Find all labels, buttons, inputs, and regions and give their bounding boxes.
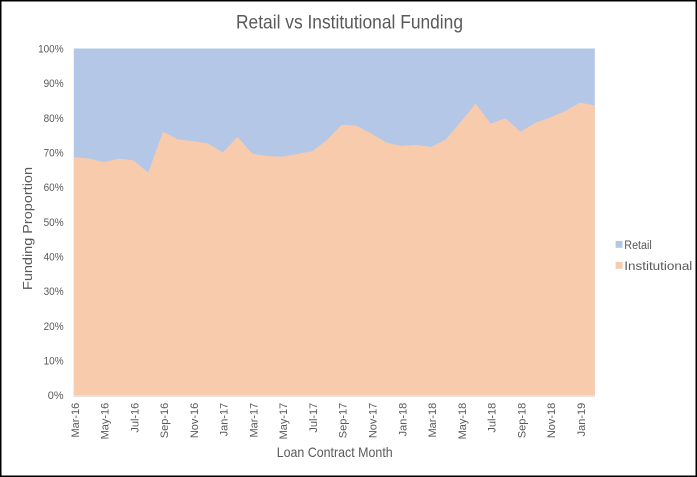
svg-text:70%: 70% bbox=[44, 147, 64, 159]
svg-text:Retail: Retail bbox=[624, 240, 652, 252]
svg-text:May-16: May-16 bbox=[100, 403, 112, 440]
svg-text:Mar-17: Mar-17 bbox=[248, 403, 260, 438]
svg-text:Funding Proportion: Funding Proportion bbox=[21, 167, 35, 290]
svg-text:Jan-17: Jan-17 bbox=[219, 403, 231, 437]
svg-text:Nov-16: Nov-16 bbox=[189, 403, 201, 438]
svg-text:Nov-17: Nov-17 bbox=[368, 403, 380, 438]
svg-text:10%: 10% bbox=[44, 356, 64, 368]
svg-text:Jan-18: Jan-18 bbox=[397, 403, 409, 437]
svg-text:Sep-17: Sep-17 bbox=[338, 403, 350, 438]
svg-text:0%: 0% bbox=[48, 390, 64, 402]
svg-text:20%: 20% bbox=[44, 321, 64, 333]
svg-text:Mar-16: Mar-16 bbox=[70, 403, 82, 438]
svg-text:Jul-18: Jul-18 bbox=[487, 403, 499, 433]
svg-text:Retail vs Institutional Fundin: Retail vs Institutional Funding bbox=[236, 12, 463, 34]
svg-text:Jan-19: Jan-19 bbox=[576, 403, 588, 437]
svg-text:100%: 100% bbox=[38, 43, 64, 55]
svg-text:May-17: May-17 bbox=[278, 403, 290, 440]
svg-text:Nov-18: Nov-18 bbox=[546, 403, 558, 438]
svg-text:May-18: May-18 bbox=[457, 403, 469, 440]
svg-text:90%: 90% bbox=[44, 78, 64, 90]
svg-text:30%: 30% bbox=[44, 286, 64, 298]
svg-text:50%: 50% bbox=[44, 217, 64, 229]
svg-text:Institutional: Institutional bbox=[624, 261, 692, 273]
svg-text:Loan Contract Month: Loan Contract Month bbox=[277, 444, 393, 460]
svg-text:40%: 40% bbox=[44, 252, 64, 264]
svg-text:80%: 80% bbox=[44, 113, 64, 125]
svg-text:Jul-16: Jul-16 bbox=[129, 403, 141, 433]
svg-text:60%: 60% bbox=[44, 182, 64, 194]
svg-text:Mar-18: Mar-18 bbox=[427, 403, 439, 438]
svg-text:Sep-16: Sep-16 bbox=[159, 403, 171, 438]
svg-text:Jul-17: Jul-17 bbox=[308, 403, 320, 433]
svg-text:Sep-18: Sep-18 bbox=[516, 403, 528, 438]
